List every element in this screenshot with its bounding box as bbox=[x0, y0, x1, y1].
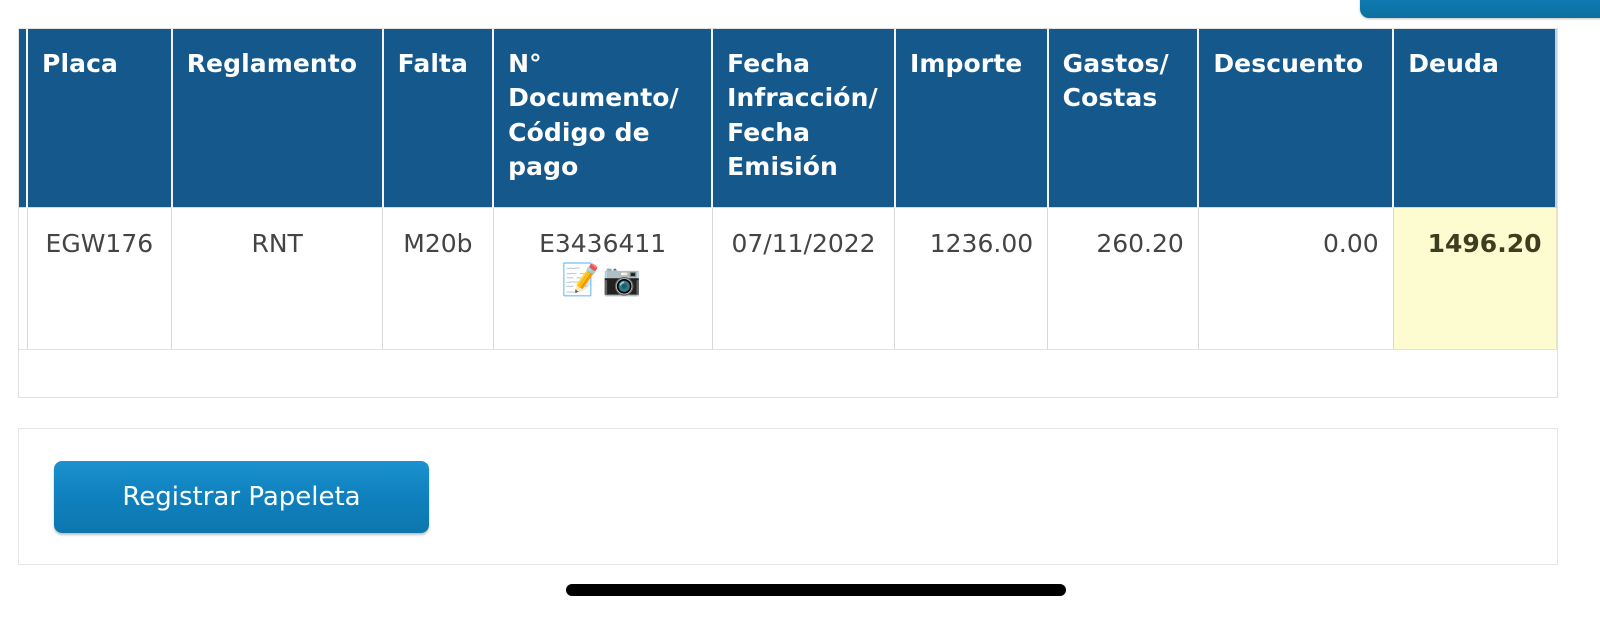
cell-deuda: 1496.20 bbox=[1393, 206, 1557, 349]
cell-reglamento: RNT bbox=[171, 206, 384, 349]
column-header-placa[interactable]: Placa bbox=[27, 29, 173, 207]
documento-icons: 📝📷 bbox=[508, 261, 698, 298]
table-header-row: Placa Reglamento Falta N° Documento/ Cód… bbox=[19, 29, 1557, 207]
top-action-button[interactable] bbox=[1360, 0, 1600, 18]
table-body: EGW176 RNT M20b E3436411 📝📷 07/11/2022 1… bbox=[19, 206, 1557, 349]
documento-number: E3436411 bbox=[539, 228, 667, 258]
table-header: Placa Reglamento Falta N° Documento/ Cód… bbox=[19, 29, 1557, 207]
column-header-deuda[interactable]: Deuda bbox=[1393, 29, 1557, 207]
papeletas-table: Placa Reglamento Falta N° Documento/ Cód… bbox=[19, 29, 1557, 349]
column-header-descuento[interactable]: Descuento bbox=[1198, 29, 1395, 207]
papeletas-table-container: Placa Reglamento Falta N° Documento/ Cód… bbox=[18, 28, 1558, 350]
registrar-papeleta-button[interactable]: Registrar Papeleta bbox=[54, 461, 429, 533]
column-header-reglamento[interactable]: Reglamento bbox=[171, 29, 384, 207]
column-header-fecha[interactable]: Fecha Infracción/ Fecha Emisión bbox=[712, 29, 896, 207]
cell-falta: M20b bbox=[382, 206, 494, 349]
column-header-falta[interactable]: Falta bbox=[382, 29, 495, 207]
action-panel: Registrar Papeleta bbox=[18, 428, 1558, 565]
cell-sliver bbox=[19, 206, 28, 349]
column-header-importe[interactable]: Importe bbox=[894, 29, 1049, 207]
column-header-documento[interactable]: N° Documento/ Código de pago bbox=[493, 29, 714, 207]
cell-gastos-costas: 260.20 bbox=[1047, 206, 1199, 349]
edit-document-icon[interactable]: 📝 bbox=[561, 261, 603, 298]
cell-fecha-infraccion: 07/11/2022 bbox=[712, 206, 896, 349]
cell-descuento: 0.00 bbox=[1198, 206, 1394, 349]
cell-documento: E3436411 📝📷 bbox=[493, 206, 713, 349]
table-row[interactable]: EGW176 RNT M20b E3436411 📝📷 07/11/2022 1… bbox=[19, 206, 1557, 349]
cell-importe: 1236.00 bbox=[894, 206, 1049, 349]
column-header-gastos-costas[interactable]: Gastos/ Costas bbox=[1047, 29, 1200, 207]
camera-icon[interactable]: 📷 bbox=[602, 261, 645, 298]
home-indicator[interactable] bbox=[566, 584, 1066, 596]
cell-placa: EGW176 bbox=[27, 206, 173, 349]
table-footer-strip bbox=[18, 350, 1558, 398]
column-header-sliver[interactable] bbox=[19, 29, 29, 207]
